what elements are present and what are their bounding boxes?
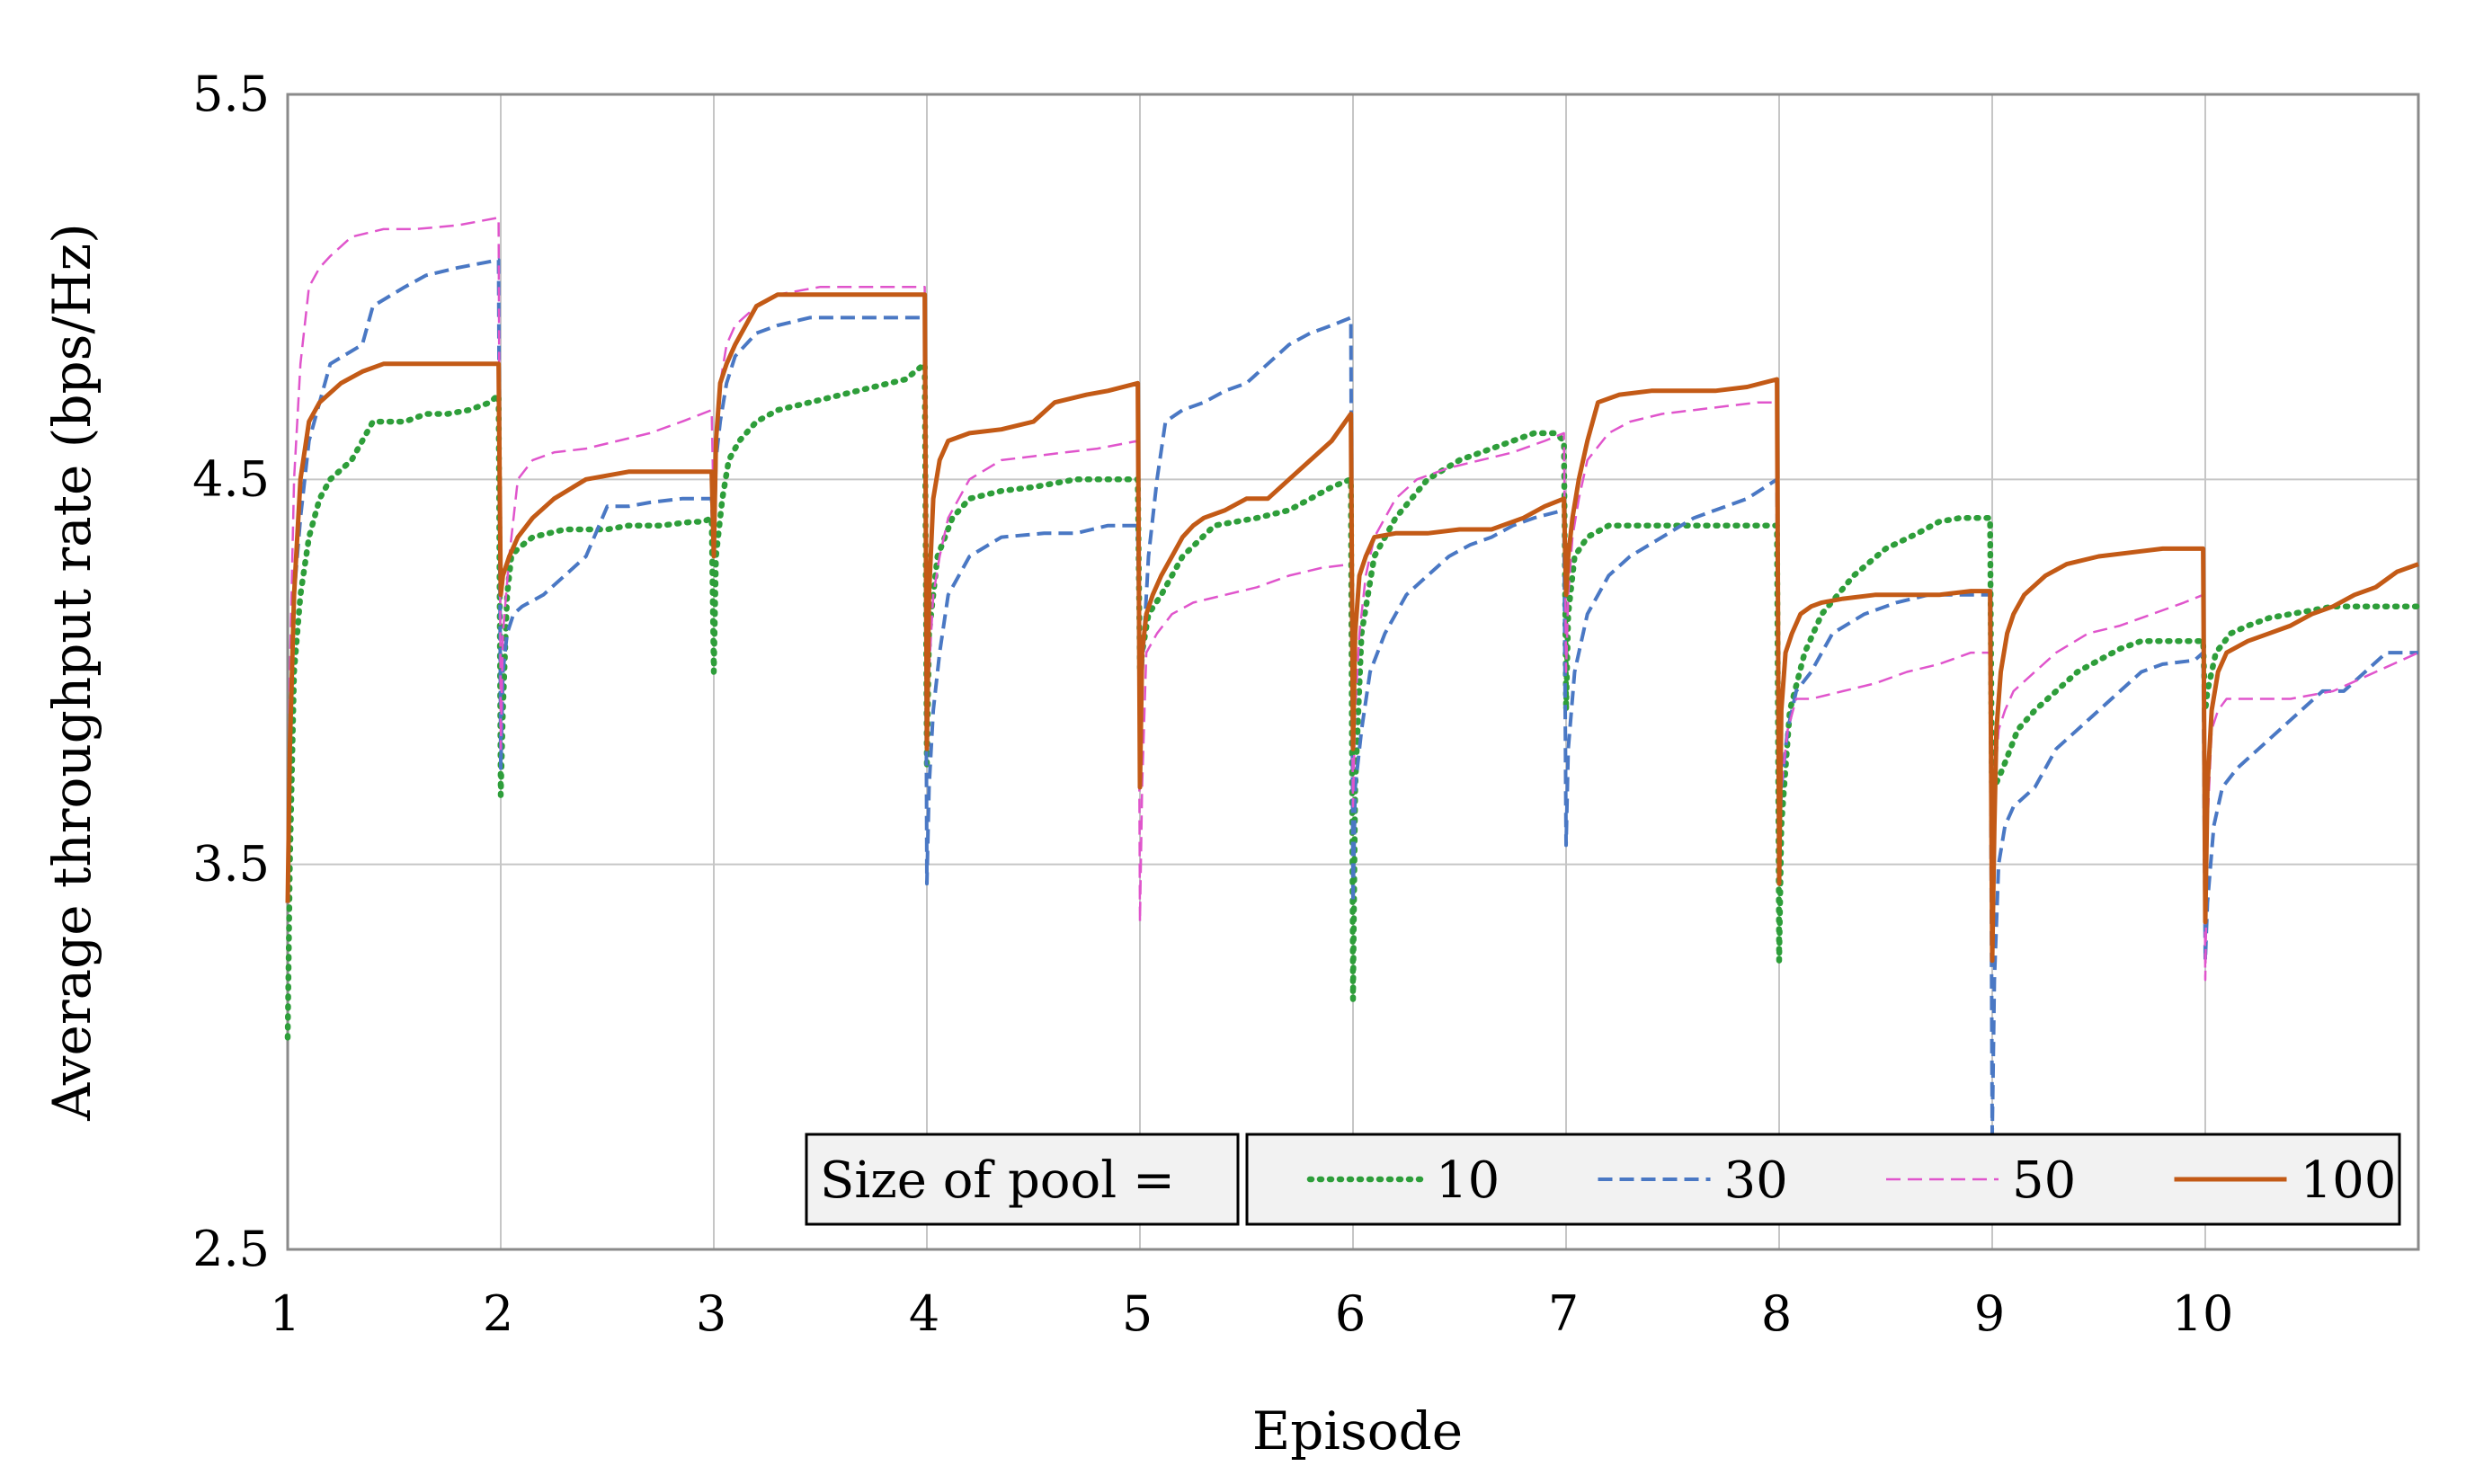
x-axis-ticks: 1 2 3 4 5 6 7 8 9 10 bbox=[270, 1285, 2234, 1342]
legend-entry-label: 10 bbox=[1436, 1151, 1500, 1210]
x-tick-label: 6 bbox=[1335, 1285, 1366, 1342]
y-tick-label: 4.5 bbox=[192, 450, 270, 507]
series-layer bbox=[284, 216, 2422, 1136]
x-tick-label: 7 bbox=[1548, 1285, 1579, 1342]
y-tick-label: 5.5 bbox=[192, 66, 270, 122]
y-tick-label: 3.5 bbox=[192, 836, 270, 893]
legend-entry-label: 100 bbox=[2301, 1151, 2397, 1210]
x-tick-label: 3 bbox=[696, 1285, 726, 1342]
x-tick-label: 5 bbox=[1122, 1285, 1153, 1342]
series-line-50 bbox=[286, 216, 2419, 982]
legend-entries: 10 30 50 100 bbox=[1306, 1151, 2397, 1210]
x-tick-label: 10 bbox=[2172, 1285, 2234, 1342]
series-line-100 bbox=[285, 292, 2419, 964]
x-tick-label: 2 bbox=[483, 1285, 513, 1342]
x-tick-label: 8 bbox=[1761, 1285, 1792, 1342]
legend-entry-label: 50 bbox=[2012, 1151, 2076, 1210]
y-axis-ticks: 2.5 3.5 4.5 5.5 bbox=[192, 66, 270, 1277]
x-tick-label: 9 bbox=[1974, 1285, 2005, 1342]
x-tick-label: 4 bbox=[909, 1285, 939, 1342]
x-tick-label: 1 bbox=[270, 1285, 300, 1342]
series-line-10 bbox=[284, 360, 2422, 1041]
legend-label: Size of pool = bbox=[820, 1151, 1175, 1210]
y-axis-title: Average throughput rate (bps/Hz) bbox=[41, 223, 102, 1122]
x-axis-title: Episode bbox=[1252, 1400, 1463, 1462]
y-tick-label: 2.5 bbox=[192, 1221, 270, 1277]
legend-entry-label: 30 bbox=[1724, 1151, 1788, 1210]
legend-label-box bbox=[805, 1133, 1240, 1226]
legend: Size of pool = 10 30 50 100 bbox=[805, 1133, 2401, 1226]
plot-area-frame bbox=[286, 93, 2420, 1251]
